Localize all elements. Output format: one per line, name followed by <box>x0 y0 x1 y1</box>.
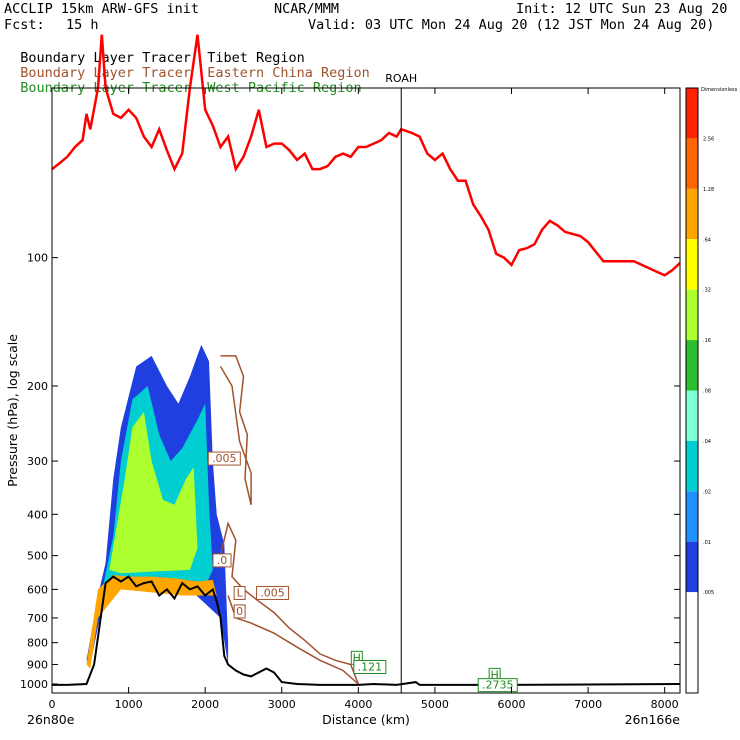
colorbar-swatch-3 <box>686 188 698 240</box>
org-label: NCAR/MMM <box>274 1 340 17</box>
contour-label-6: H <box>353 651 361 664</box>
colorbar-level-label: .01 <box>703 540 711 546</box>
x-tick-label: 2000 <box>191 698 219 711</box>
contour-label-box-2 <box>212 553 232 568</box>
contour-label-1: .005 <box>212 452 237 465</box>
colorbar-level-label: 2.56 <box>703 136 714 142</box>
contour-label-box-4 <box>233 604 246 619</box>
x-axis-title: Distance (km) <box>322 712 410 727</box>
right-endpoint-label: 26n166e <box>625 712 681 727</box>
contour-label-box-9 <box>477 678 518 693</box>
contour-label-3: L <box>237 586 244 599</box>
legend-region: Eastern China Region <box>207 65 370 81</box>
colorbar-swatch-6 <box>686 340 698 391</box>
contour-label-box-7 <box>353 660 387 675</box>
y-tick-label: 500 <box>27 550 48 563</box>
x-tick-label: 1000 <box>115 698 143 711</box>
valid-time: Valid: 03 UTC Mon 24 Aug 20 (12 JST Mon … <box>308 17 715 33</box>
colorbar-level-label: .32 <box>703 288 711 294</box>
y-tick-label: 700 <box>27 612 48 625</box>
colorbar-level-label: .005 <box>703 590 714 596</box>
colorbar-frame <box>685 87 699 694</box>
forecast-value: 15 h <box>66 17 99 33</box>
y-tick-label: 600 <box>27 583 48 596</box>
contour-label-box-1 <box>207 451 241 466</box>
china-contour-upper <box>219 355 252 505</box>
contour-label-4: 0 <box>236 605 243 618</box>
colorbar-swatch-8 <box>686 440 698 492</box>
contour-label-box-5 <box>256 585 290 600</box>
left-endpoint-label: 26n80e <box>27 712 75 727</box>
y-tick-label: 100 <box>27 252 48 265</box>
x-tick-label: 4000 <box>344 698 372 711</box>
colorbar-swatch-2 <box>686 138 698 189</box>
colorbar-level-label: .64 <box>703 237 711 243</box>
marker-label: ROAH <box>385 72 417 85</box>
y-tick-label: 800 <box>27 637 48 650</box>
init-time: Init: 12 UTC Sun 23 Aug 20 <box>516 1 728 17</box>
x-tick-label: 5000 <box>421 698 449 711</box>
contour-label-box-3 <box>233 585 246 600</box>
colorbar-swatch-7 <box>686 390 698 441</box>
legend-region: Tibet Region <box>207 50 305 66</box>
contour-label-8: H <box>491 668 499 681</box>
model-title: ACCLIP 15km ARW-GFS init <box>4 1 200 17</box>
colorbar-level-label: 1.28 <box>703 187 714 193</box>
colorbar-title: Dimensionless <box>701 87 738 93</box>
x-tick-label: 6000 <box>498 698 526 711</box>
colorbar-swatch-1 <box>686 88 698 139</box>
colorbar-swatch-5 <box>686 289 698 341</box>
terrain-line <box>52 575 681 686</box>
y-tick-label: 400 <box>27 508 48 521</box>
x-tick-label: 3000 <box>268 698 296 711</box>
contour-label-9: .2735 <box>482 679 514 692</box>
y-tick-label: 1000 <box>20 678 48 691</box>
colorbar-swatch-11 <box>686 592 698 643</box>
x-tick-label: 7000 <box>574 698 602 711</box>
x-tick-label: 8000 <box>651 698 679 711</box>
colorbar-swatch-9 <box>686 491 698 542</box>
forecast-label: Fcst: <box>4 17 45 33</box>
tracer-fill-layer-4 <box>86 575 217 669</box>
colorbar-level-label: .16 <box>703 338 711 344</box>
china-contour-lower <box>219 521 359 685</box>
contour-label-2: .0 <box>217 554 228 567</box>
colorbar-level-label: .02 <box>703 489 711 495</box>
colorbar-swatch-4 <box>686 239 698 290</box>
legend-item-eastern-china: Boundary Layer Tracer Eastern China Regi… <box>4 51 370 81</box>
tracer-fill-layer-3 <box>109 411 198 574</box>
colorbar-swatch-10 <box>686 541 698 593</box>
x-tick-label: 0 <box>49 698 56 711</box>
y-tick-label: 900 <box>27 658 48 671</box>
plot-frame <box>51 87 681 694</box>
y-tick-label: 300 <box>27 455 48 468</box>
y-tick-label: 200 <box>27 380 48 393</box>
y-axis-title: Pressure (hPa), log scale <box>5 334 20 487</box>
contour-label-7: .121 <box>358 661 383 674</box>
colorbar-level-label: .08 <box>703 389 711 395</box>
contour-label-5: .005 <box>260 586 285 599</box>
colorbar-level-label: .04 <box>703 439 711 445</box>
colorbar-swatch-12 <box>686 642 698 693</box>
tropopause-line <box>51 34 681 277</box>
